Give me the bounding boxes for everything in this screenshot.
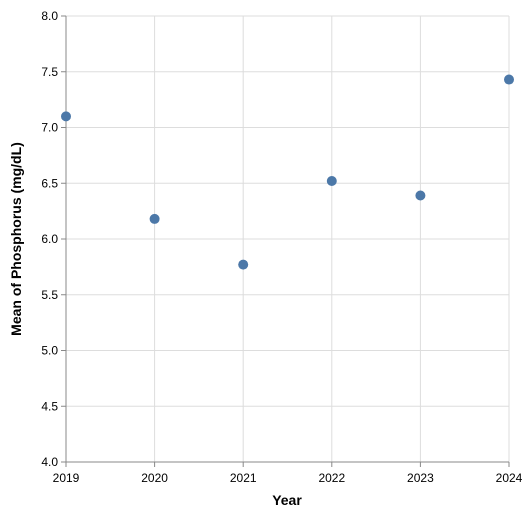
point xyxy=(504,74,514,85)
point xyxy=(149,213,160,224)
y-tick-label: 6.5 xyxy=(41,176,58,190)
point xyxy=(415,190,426,201)
y-tick-label: 5.5 xyxy=(41,288,58,302)
x-tick-label: 2023 xyxy=(407,471,434,485)
y-tick-label: 7.0 xyxy=(41,121,58,135)
point xyxy=(326,176,337,187)
y-tick-label: 4.5 xyxy=(41,399,58,413)
x-tick-label: 2021 xyxy=(230,471,257,485)
y-tick-label: 4.0 xyxy=(41,455,58,469)
point xyxy=(238,259,249,270)
y-tick-label: 8.0 xyxy=(41,9,58,23)
x-axis-title: Year xyxy=(272,492,302,508)
y-tick-label: 7.5 xyxy=(41,65,58,79)
x-tick-label: 2019 xyxy=(53,471,80,485)
y-tick-label: 6.0 xyxy=(41,232,58,246)
point xyxy=(61,111,71,122)
x-tick-label: 2020 xyxy=(141,471,168,485)
x-tick-label: 2024 xyxy=(496,471,523,485)
y-tick-label: 5.0 xyxy=(41,344,58,358)
x-tick-label: 2022 xyxy=(318,471,345,485)
y-axis-title: Mean of Phosphorus (mg/dL) xyxy=(8,142,24,336)
